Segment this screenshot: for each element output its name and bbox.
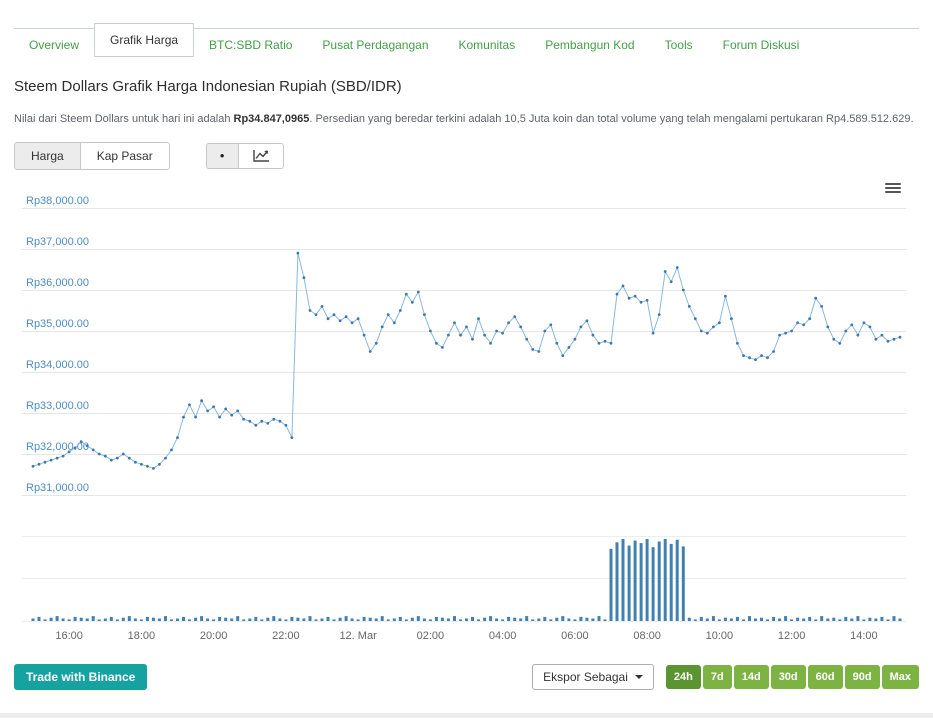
price-line	[32, 253, 901, 470]
tab-bar: Overview Grafik Harga BTC:SBD Ratio Pusa…	[14, 23, 919, 58]
svg-text:Rp31,000.00: Rp31,000.00	[26, 482, 89, 494]
svg-text:12. Mar: 12. Mar	[339, 630, 377, 642]
svg-text:16:00: 16:00	[55, 630, 83, 642]
tab-btc-sbd-ratio[interactable]: BTC:SBD Ratio	[209, 38, 293, 52]
export-dropdown[interactable]: Ekspor Sebagai	[532, 664, 654, 691]
svg-text:Rp35,000.00: Rp35,000.00	[26, 318, 89, 330]
dot-mode-button[interactable]: ●	[206, 144, 239, 169]
line-mode-button[interactable]	[238, 144, 283, 169]
price-markers	[31, 252, 902, 471]
trade-with-binance-button[interactable]: Trade with Binance	[14, 664, 148, 691]
kap-pasar-button[interactable]: Kap Pasar	[80, 143, 169, 170]
footer-right-controls: Ekspor Sebagai 24h 7d 14d 30d 60d 90d Ma…	[532, 664, 919, 691]
range-60d-button[interactable]: 60d	[807, 665, 843, 690]
tab-komunitas[interactable]: Komunitas	[458, 38, 516, 52]
tab-forum-diskusi[interactable]: Forum Diskusi	[722, 38, 800, 52]
svg-text:04:00: 04:00	[489, 630, 517, 642]
tab-pusat-perdagangan[interactable]: Pusat Perdagangan	[322, 38, 429, 52]
current-price-value: Rp34.847,0965	[233, 113, 310, 125]
svg-text:Rp34,000.00: Rp34,000.00	[26, 359, 89, 371]
range-max-button[interactable]: Max	[881, 665, 919, 690]
x-axis-labels: 16:00 18:00 20:00 22:00 12. Mar 02:00 04:00 06:…	[55, 630, 877, 642]
summary-part1: Nilai dari Steem Dollars untuk hari ini …	[14, 113, 234, 125]
range-7d-button[interactable]: 7d	[702, 665, 732, 690]
page-bottom-divider	[0, 713, 933, 718]
svg-text:06:00: 06:00	[561, 630, 589, 642]
svg-text:18:00: 18:00	[128, 630, 156, 642]
tab-grafik-harga[interactable]: Grafik Harga	[94, 23, 195, 57]
page-title: Steem Dollars Grafik Harga Indonesian Ru…	[14, 78, 402, 95]
svg-text:22:00: 22:00	[272, 630, 300, 642]
y-axis-labels: Rp38,000.00 Rp37,000.00 Rp36,000.00 Rp35,00…	[26, 195, 89, 494]
svg-text:Rp32,000.00: Rp32,000.00	[26, 441, 89, 453]
caret-down-icon	[634, 675, 643, 680]
svg-text:14:00: 14:00	[850, 630, 878, 642]
range-90d-button[interactable]: 90d	[844, 665, 880, 690]
metric-toggle: Harga Kap Pasar	[14, 142, 170, 171]
chart-controls: Harga Kap Pasar ●	[14, 142, 919, 171]
tab-tools[interactable]: Tools	[664, 38, 693, 52]
svg-text:Rp36,000.00: Rp36,000.00	[26, 277, 89, 289]
range-selector: 24h 7d 14d 30d 60d 90d Max	[665, 665, 919, 690]
svg-text:10:00: 10:00	[706, 630, 734, 642]
footer-bar: Trade with Binance Ekspor Sebagai 24h 7d…	[14, 664, 919, 691]
chart-menu-button[interactable]	[881, 178, 905, 198]
range-14d-button[interactable]: 14d	[733, 665, 769, 690]
tab-overview[interactable]: Overview	[29, 38, 80, 52]
tab-pembangun-kod[interactable]: Pembangun Kod	[545, 38, 635, 52]
harga-button[interactable]: Harga	[15, 143, 81, 170]
price-summary-text: Nilai dari Steem Dollars untuk hari ini …	[14, 112, 919, 127]
range-30d-button[interactable]: 30d	[770, 665, 806, 690]
svg-text:Rp33,000.00: Rp33,000.00	[26, 400, 89, 412]
svg-text:08:00: 08:00	[633, 630, 661, 642]
price-volume-chart: Rp38,000.00 Rp37,000.00 Rp36,000.00 Rp35,00…	[22, 195, 906, 642]
svg-text:Rp38,000.00: Rp38,000.00	[26, 195, 89, 207]
svg-text:20:00: 20:00	[200, 630, 228, 642]
summary-part2: . Persedian yang beredar terkini adalah …	[309, 113, 914, 125]
hamburger-icon	[885, 183, 901, 186]
chart-type-toggle: ●	[205, 143, 284, 170]
line-chart-icon	[252, 150, 269, 163]
svg-text:Rp37,000.00: Rp37,000.00	[26, 236, 89, 248]
volume-bars	[31, 539, 902, 622]
dot-icon: ●	[219, 151, 225, 161]
range-24h-button[interactable]: 24h	[665, 665, 701, 690]
gridlines	[22, 208, 906, 623]
svg-text:12:00: 12:00	[778, 630, 806, 642]
price-chart-area: Rp38,000.00 Rp37,000.00 Rp36,000.00 Rp35,00…	[14, 178, 919, 652]
export-label: Ekspor Sebagai	[543, 670, 628, 685]
svg-text:02:00: 02:00	[417, 630, 445, 642]
